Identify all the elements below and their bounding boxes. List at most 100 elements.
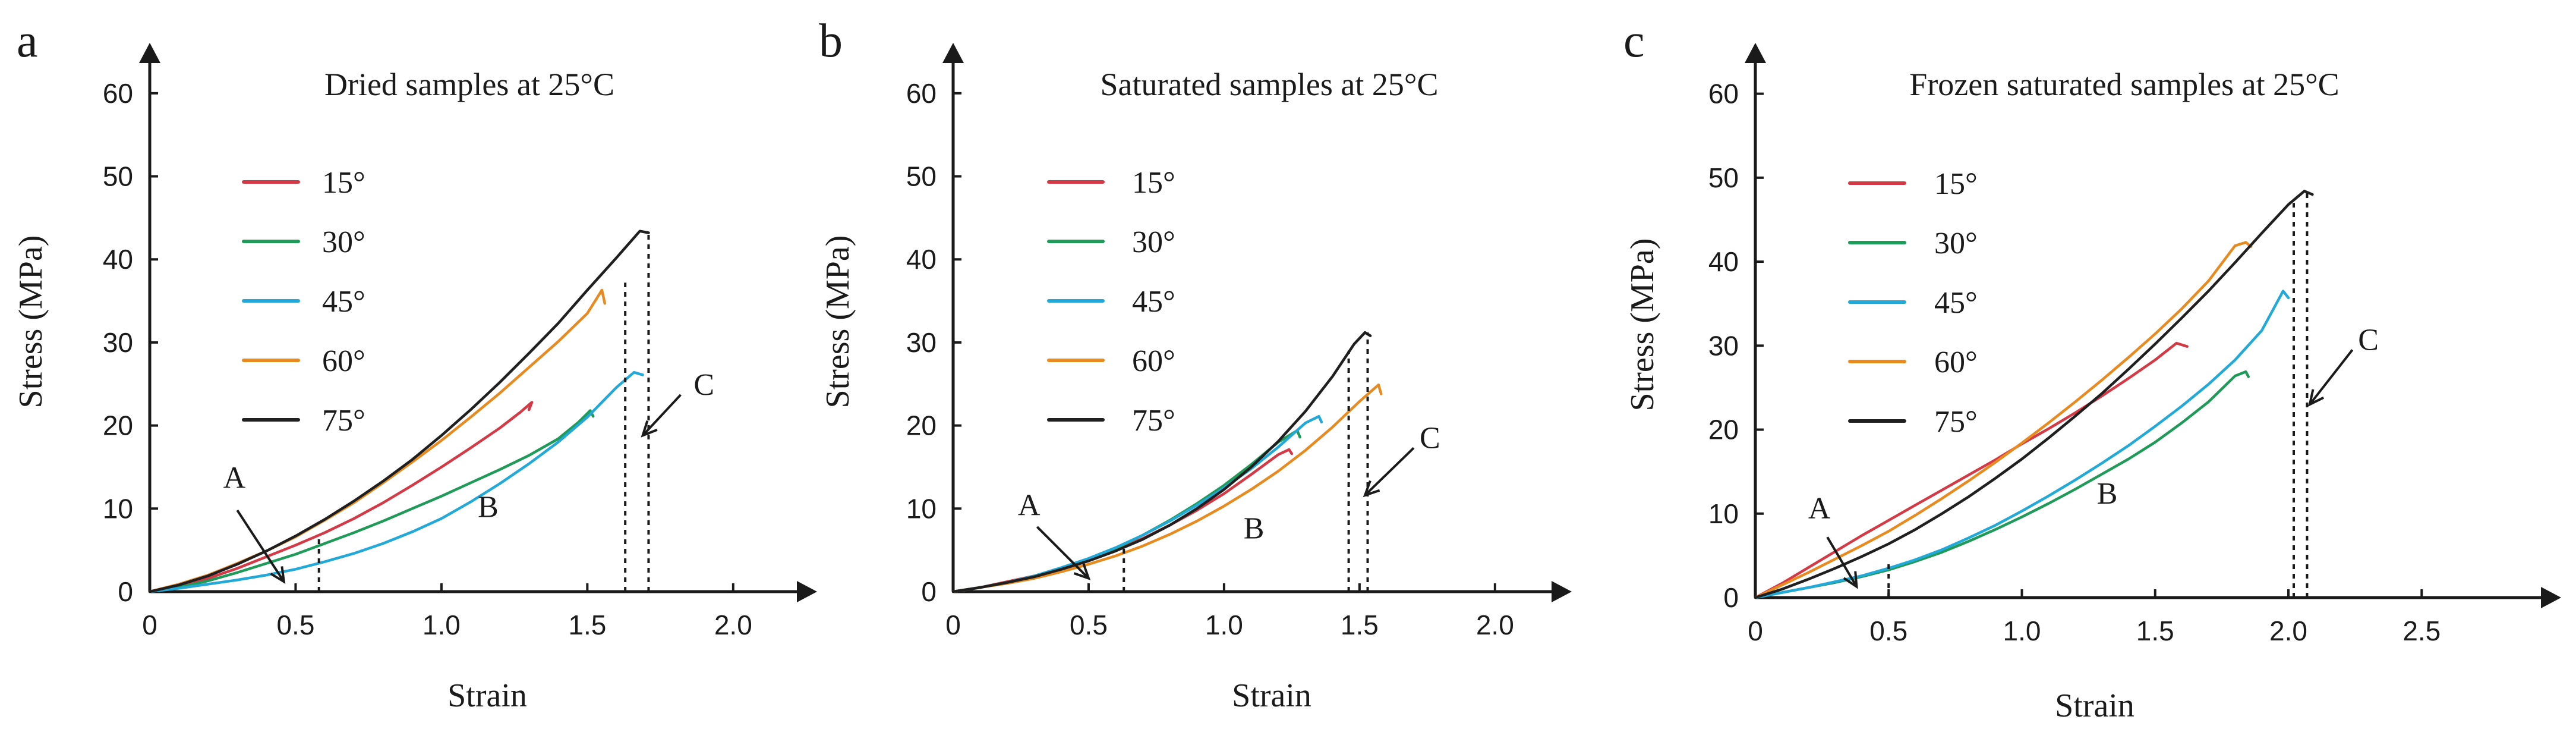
x-tick-label-c-2: 1.0: [2003, 615, 2041, 646]
y-tick-label-b-4: 40: [906, 244, 937, 275]
series-a-15deg: [148, 401, 534, 593]
annotation-arrow-a-A: [236, 510, 285, 583]
panel-title-a: Dried samples at 25°C: [324, 67, 614, 102]
y-axis-arrow-icon-b: [942, 43, 964, 63]
panel-b: b Saturated samples at 25°C 0 0.5 1.0 1.5 2.0 0…: [819, 15, 1572, 714]
legend-label-a-0: 15°: [322, 166, 365, 200]
y-tick-label-c-1: 10: [1708, 498, 1739, 529]
y-axis-label-b: Stress (MPa): [819, 235, 856, 409]
annotation-arrowhead-icon-a-C: [641, 420, 658, 438]
panel-a: a Dried samples at 25°C 0 0.5 1.0 1.5 2.0 0 10 20…: [12, 15, 817, 714]
x-tick-label-c-5: 2.5: [2402, 615, 2441, 646]
x-tick-label-c-1: 0.5: [1869, 615, 1907, 646]
y-tick-label-a-6: 60: [103, 78, 133, 109]
y-tick-label-b-6: 60: [906, 78, 937, 109]
annotation-label-b-A: A: [1018, 488, 1041, 522]
x-tick-label-a-3: 1.5: [568, 609, 606, 640]
panel-letter-b: b: [819, 15, 843, 67]
annotation-arrow-b-C: [1364, 447, 1415, 497]
x-tick-label-c-4: 2.0: [2269, 615, 2307, 646]
y-tick-label-a-5: 50: [103, 161, 133, 192]
y-axis-label-c: Stress (MPa): [1624, 238, 1661, 411]
annotation-label-c-C: C: [2358, 323, 2379, 357]
annotation-label-a-C: C: [693, 368, 714, 402]
legend-label-b-4: 75°: [1132, 404, 1175, 438]
x-axis-label-a: Strain: [447, 677, 527, 714]
annotation-label-b-B: B: [1244, 512, 1265, 546]
annotation-arrowhead-icon-a-A: [270, 566, 286, 585]
series-c-75deg: [1754, 190, 2314, 599]
series-b-30deg: [951, 429, 1301, 593]
x-axis-label-c: Strain: [2055, 687, 2134, 724]
x-axis-arrow-icon-b: [1552, 581, 1572, 602]
legend-label-c-3: 60°: [1934, 345, 1978, 379]
annotation-arrowhead-icon-c-A: [1843, 571, 1858, 589]
y-tick-label-a-3: 30: [103, 327, 133, 358]
annotation-arrow-b-A: [1036, 526, 1090, 580]
panel-title-b: Saturated samples at 25°C: [1101, 67, 1439, 102]
panel-c: c Frozen saturated samples at 25°C 0 0.5 1.0…: [1623, 15, 2561, 724]
annotation-arrow-a-C: [642, 394, 682, 436]
panel-title-c: Frozen saturated samples at 25°C: [1909, 67, 2339, 102]
x-tick-label-c-3: 1.5: [2136, 615, 2174, 646]
annotation-label-a-A: A: [223, 461, 246, 495]
legend-label-c-0: 15°: [1934, 167, 1978, 201]
y-tick-label-b-1: 10: [906, 493, 937, 524]
legend-label-a-2: 45°: [322, 285, 365, 319]
series-a-30deg: [148, 409, 595, 593]
legend-label-b-3: 60°: [1132, 344, 1175, 378]
x-tick-label-b-3: 1.5: [1341, 609, 1379, 640]
series-b-60deg: [951, 383, 1383, 593]
series-c-15deg: [1754, 341, 2189, 599]
panel-letter-a: a: [17, 15, 38, 67]
y-tick-label-c-3: 30: [1708, 330, 1739, 361]
x-tick-label-c-0: 0: [1748, 615, 1763, 646]
x-tick-label-b-1: 0.5: [1070, 609, 1108, 640]
x-axis-label-b: Strain: [1232, 677, 1311, 714]
annotation-label-a-B: B: [478, 490, 499, 524]
legend-label-c-4: 75°: [1934, 405, 1978, 439]
annotation-arrowhead-icon-b-C: [1363, 480, 1380, 498]
series-a-45deg: [148, 370, 644, 593]
y-tick-label-c-2: 20: [1708, 414, 1739, 445]
annotation-arrowhead-icon-c-C: [2308, 389, 2325, 407]
legend-label-b-0: 15°: [1132, 166, 1175, 200]
y-tick-label-c-6: 60: [1708, 78, 1739, 109]
series-a-75deg: [148, 230, 650, 593]
y-tick-label-a-4: 40: [103, 244, 133, 275]
x-tick-label-a-2: 1.0: [422, 609, 461, 640]
y-axis-arrow-icon-c: [1745, 43, 1766, 63]
annotation-label-c-A: A: [1808, 492, 1831, 526]
y-tick-label-a-1: 10: [103, 493, 133, 524]
x-tick-label-b-4: 2.0: [1476, 609, 1514, 640]
legend-label-b-2: 45°: [1132, 285, 1175, 319]
annotation-arrow-c-A: [1826, 536, 1858, 587]
annotation-label-c-B: B: [2097, 477, 2118, 511]
y-axis-arrow-icon-a: [139, 43, 160, 63]
series-c-45deg: [1754, 290, 2290, 599]
y-axis-label-a: Stress (MPa): [12, 235, 49, 409]
legend-label-a-3: 60°: [322, 344, 365, 378]
annotation-arrow-c-C: [2309, 349, 2354, 406]
series-c-60deg: [1754, 241, 2253, 599]
x-axis-arrow-icon-c: [2541, 587, 2561, 608]
annotation-arrowhead-icon-b-A: [1073, 563, 1091, 580]
y-tick-label-b-2: 20: [906, 410, 937, 441]
y-tick-label-b-5: 50: [906, 161, 937, 192]
x-tick-label-a-0: 0: [142, 609, 157, 640]
annotation-label-b-C: C: [1420, 421, 1440, 455]
x-tick-label-b-0: 0: [945, 609, 961, 640]
x-tick-label-a-1: 0.5: [276, 609, 314, 640]
y-tick-label-b-3: 30: [906, 327, 937, 358]
legend-label-c-2: 45°: [1934, 286, 1978, 320]
x-tick-label-b-2: 1.0: [1205, 609, 1243, 640]
series-c-30deg: [1754, 370, 2250, 599]
series-b-45deg: [951, 414, 1323, 593]
legend-label-b-1: 30°: [1132, 225, 1175, 259]
y-tick-label-c-0: 0: [1723, 582, 1739, 613]
series-b-75deg: [951, 331, 1372, 593]
x-axis-arrow-icon-a: [797, 581, 817, 602]
y-tick-label-c-4: 40: [1708, 246, 1739, 277]
x-tick-label-a-4: 2.0: [714, 609, 752, 640]
